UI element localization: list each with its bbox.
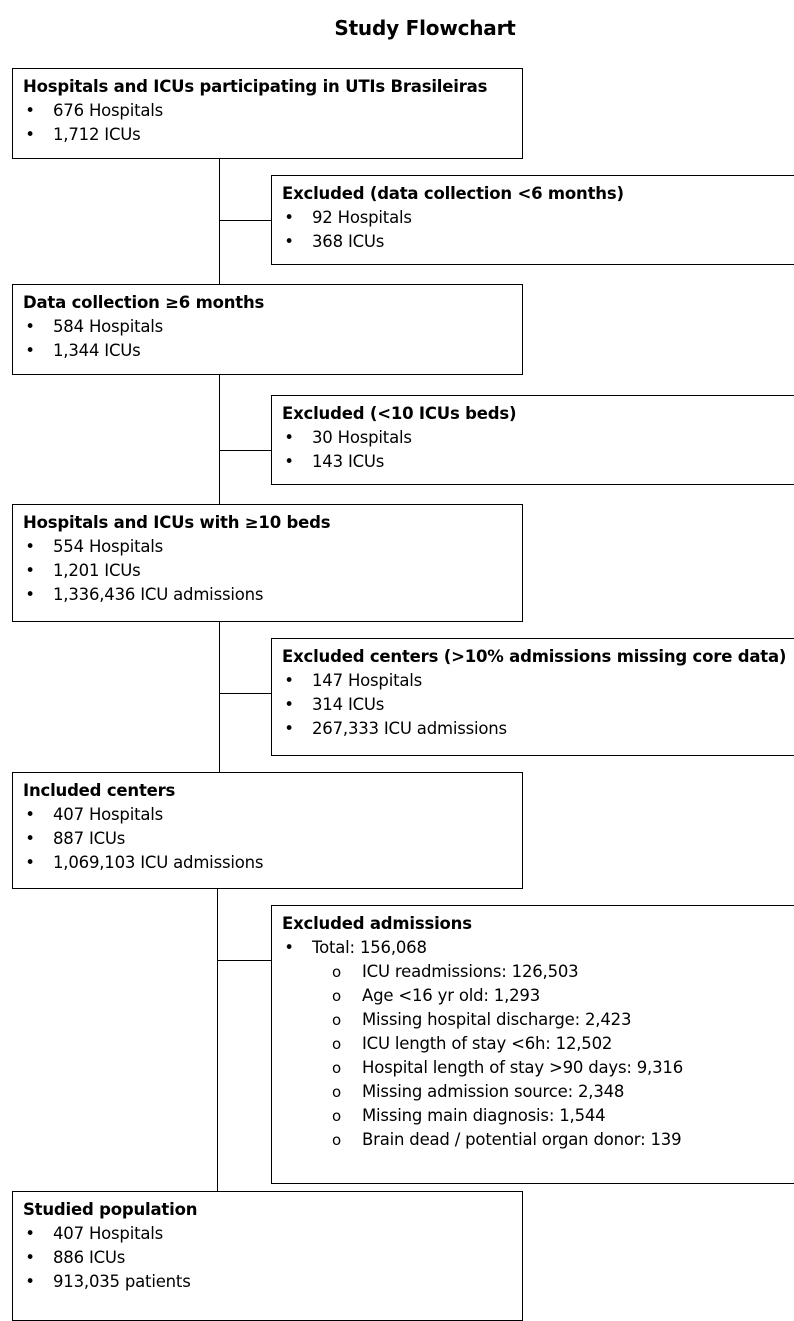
- excluded-beds-box: Excluded (<10 ICUs beds) • 30 Hospitals •…: [271, 395, 794, 485]
- bullet-icon: •: [25, 561, 35, 580]
- list-item: • 92 Hospitals: [282, 206, 794, 230]
- sub-list-item: o Age <16 yr old: 1,293: [282, 984, 794, 1008]
- list-item: • 407 Hospitals: [23, 803, 512, 827]
- list-item: • 407 Hospitals: [23, 1222, 512, 1246]
- connector-branch-3: [219, 693, 271, 694]
- bullet-icon: •: [25, 341, 35, 360]
- bullet-icon: •: [284, 719, 294, 738]
- list-item: • 314 ICUs: [282, 693, 794, 717]
- circle-bullet-icon: o: [332, 987, 341, 1005]
- list-item: • 368 ICUs: [282, 230, 794, 254]
- bullet-icon: •: [284, 232, 294, 251]
- page-title: Study Flowchart: [334, 16, 516, 40]
- bullet-icon: •: [284, 452, 294, 471]
- excluded-months-box: Excluded (data collection <6 months) • 92…: [271, 175, 794, 265]
- ten-beds-heading: Hospitals and ICUs with ≥10 beds: [23, 513, 331, 532]
- studied-population-box: Studied population • 407 Hospitals • 886 I…: [12, 1191, 523, 1321]
- data-collection-box: Data collection ≥6 months • 584 Hospitals…: [12, 284, 523, 375]
- participating-heading: Hospitals and ICUs participating in UTIs…: [23, 77, 488, 96]
- connector-branch-1: [219, 220, 271, 221]
- sub-list-item: o Brain dead / potential organ donor: 139: [282, 1128, 794, 1152]
- sub-list-item: o Missing admission source: 2,348: [282, 1080, 794, 1104]
- bullet-icon: •: [284, 428, 294, 447]
- sub-list-item: o Hospital length of stay >90 days: 9,316: [282, 1056, 794, 1080]
- bullet-icon: •: [25, 1224, 35, 1243]
- connector-branch-2: [219, 450, 271, 451]
- circle-bullet-icon: o: [332, 1083, 341, 1101]
- list-item: • 554 Hospitals: [23, 535, 512, 559]
- list-item: • 30 Hospitals: [282, 426, 794, 450]
- bullet-icon: •: [25, 1272, 35, 1291]
- bullet-icon: •: [25, 125, 35, 144]
- data-collection-heading: Data collection ≥6 months: [23, 293, 265, 312]
- circle-bullet-icon: o: [332, 1059, 341, 1077]
- ten-beds-box: Hospitals and ICUs with ≥10 beds • 554 Ho…: [12, 504, 523, 622]
- included-centers-box: Included centers • 407 Hospitals • 887 ICU…: [12, 772, 523, 889]
- bullet-icon: •: [284, 695, 294, 714]
- bullet-icon: •: [25, 585, 35, 604]
- list-item: • 1,712 ICUs: [23, 123, 512, 147]
- sub-list-item: o ICU readmissions: 126,503: [282, 960, 794, 984]
- bullet-icon: •: [25, 853, 35, 872]
- excluded-months-heading: Excluded (data collection <6 months): [282, 184, 624, 203]
- bullet-icon: •: [25, 829, 35, 848]
- list-item: • 676 Hospitals: [23, 99, 512, 123]
- list-item: • 147 Hospitals: [282, 669, 794, 693]
- sub-list-item: o ICU length of stay <6h: 12,502: [282, 1032, 794, 1056]
- connector-main-1: [219, 159, 220, 284]
- list-item: • Total: 156,068: [282, 936, 794, 960]
- sub-list-item: o Missing main diagnosis: 1,544: [282, 1104, 794, 1128]
- list-item: • 267,333 ICU admissions: [282, 717, 794, 741]
- list-item: • 1,336,436 ICU admissions: [23, 583, 512, 607]
- participating-box: Hospitals and ICUs participating in UTIs…: [12, 68, 523, 159]
- bullet-icon: •: [25, 317, 35, 336]
- connector-branch-4: [217, 960, 271, 961]
- excluded-admissions-box: Excluded admissions • Total: 156,068 o ICU…: [271, 905, 794, 1184]
- excluded-admissions-heading: Excluded admissions: [282, 914, 472, 933]
- circle-bullet-icon: o: [332, 1107, 341, 1125]
- list-item: • 913,035 patients: [23, 1270, 512, 1294]
- excluded-centers-box: Excluded centers (>10% admissions missin…: [271, 638, 794, 756]
- bullet-icon: •: [25, 101, 35, 120]
- bullet-icon: •: [284, 671, 294, 690]
- list-item: • 1,201 ICUs: [23, 559, 512, 583]
- excluded-beds-heading: Excluded (<10 ICUs beds): [282, 404, 517, 423]
- connector-main-4: [217, 889, 218, 1191]
- excluded-centers-heading: Excluded centers (>10% admissions missin…: [282, 647, 787, 666]
- circle-bullet-icon: o: [332, 1011, 341, 1029]
- sub-list-item: o Missing hospital discharge: 2,423: [282, 1008, 794, 1032]
- circle-bullet-icon: o: [332, 1131, 341, 1149]
- bullet-icon: •: [25, 805, 35, 824]
- bullet-icon: •: [284, 208, 294, 227]
- list-item: • 1,344 ICUs: [23, 339, 512, 363]
- included-centers-heading: Included centers: [23, 781, 176, 800]
- bullet-icon: •: [25, 1248, 35, 1267]
- studied-population-heading: Studied population: [23, 1200, 198, 1219]
- connector-main-2: [219, 375, 220, 504]
- list-item: • 887 ICUs: [23, 827, 512, 851]
- bullet-icon: •: [25, 537, 35, 556]
- list-item: • 1,069,103 ICU admissions: [23, 851, 512, 875]
- list-item: • 886 ICUs: [23, 1246, 512, 1270]
- circle-bullet-icon: o: [332, 963, 341, 981]
- list-item: • 584 Hospitals: [23, 315, 512, 339]
- circle-bullet-icon: o: [332, 1035, 341, 1053]
- bullet-icon: •: [284, 938, 294, 957]
- connector-main-3: [219, 622, 220, 772]
- list-item: • 143 ICUs: [282, 450, 794, 474]
